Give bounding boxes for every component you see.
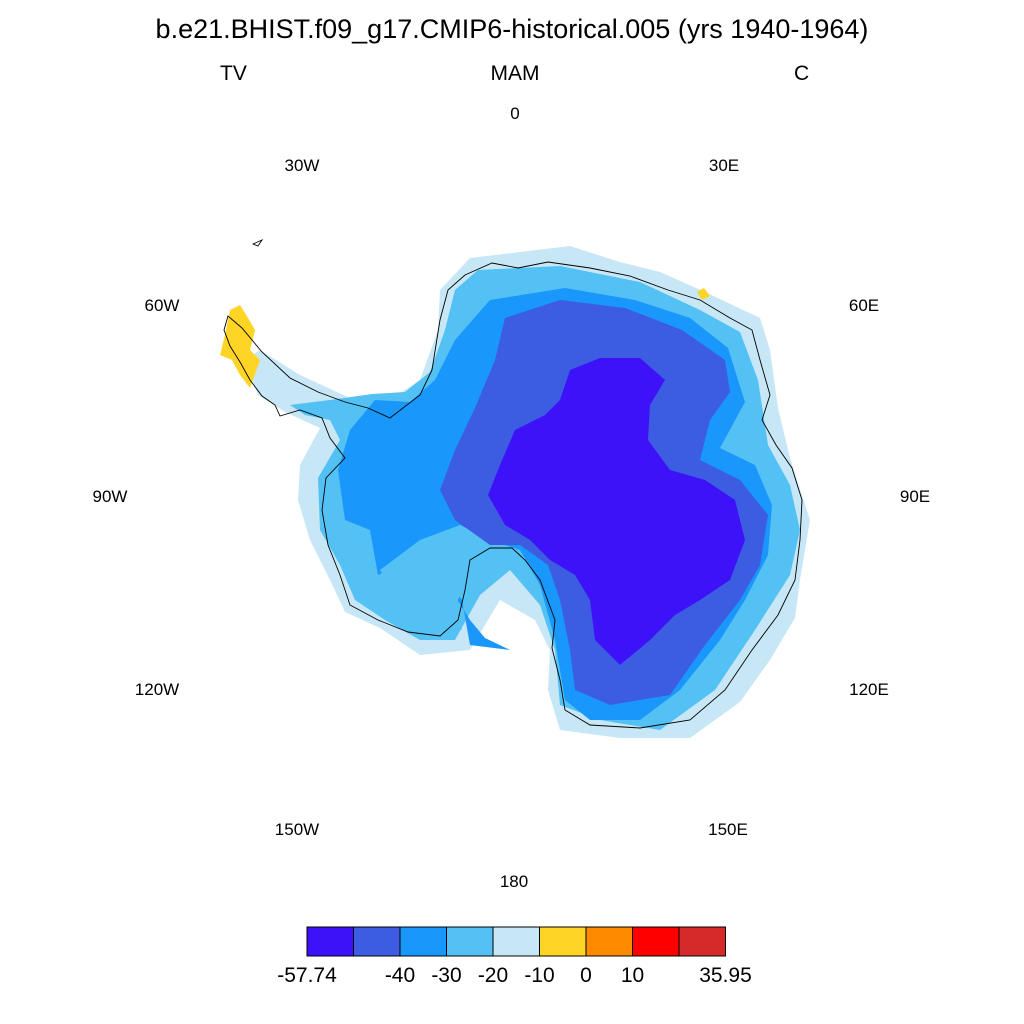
colorbar-label-6: 10 bbox=[621, 964, 644, 987]
lon-label-30e: 30E bbox=[708, 156, 740, 175]
lon-label-180: 180 bbox=[499, 872, 529, 891]
lon-label-120e: 120E bbox=[849, 680, 889, 699]
colorbar-label-2: -30 bbox=[431, 964, 461, 987]
colorbar-box-1 bbox=[353, 926, 401, 957]
units-label: C bbox=[794, 62, 810, 85]
lon-label-30w: 30W bbox=[284, 156, 320, 175]
colorbar-label-4: -10 bbox=[524, 964, 554, 987]
colorbar-box-2 bbox=[399, 926, 447, 957]
colorbar-box-4 bbox=[492, 926, 540, 957]
lon-label-60w: 60W bbox=[144, 296, 180, 315]
colorbar-box-5 bbox=[539, 926, 587, 957]
zone-ross-region bbox=[380, 525, 490, 630]
coastline bbox=[223, 261, 803, 729]
zone-peninsula-warm bbox=[220, 305, 260, 388]
lon-label-150e: 150E bbox=[708, 820, 748, 839]
lon-label-90w: 90W bbox=[92, 487, 128, 506]
lon-label-150w: 150W bbox=[274, 820, 320, 839]
colorbar-box-0 bbox=[306, 926, 354, 957]
colorbar-label-5: 0 bbox=[580, 964, 592, 987]
zone-warm-cell-east bbox=[697, 288, 710, 300]
plot-title: b.e21.BHIST.f09_g17.CMIP6-historical.005… bbox=[155, 14, 869, 44]
lon-label-120w: 120W bbox=[134, 680, 180, 699]
season-label: MAM bbox=[490, 62, 540, 85]
lon-label-60e: 60E bbox=[848, 296, 880, 315]
colorbar-box-8 bbox=[678, 926, 726, 957]
lon-label-90e: 90E bbox=[899, 487, 931, 506]
colorbar-label-7: 35.95 bbox=[699, 964, 752, 987]
variable-label: TV bbox=[220, 62, 247, 85]
coast-islet bbox=[251, 238, 264, 247]
colorbar-box-7 bbox=[632, 926, 680, 957]
lon-label-0: 0 bbox=[510, 104, 520, 123]
colorbar-box-6 bbox=[585, 926, 633, 957]
colorbar-label-3: -20 bbox=[478, 964, 508, 987]
colorbar-box-3 bbox=[446, 926, 494, 957]
colorbar-label-0: -57.74 bbox=[277, 964, 337, 987]
zone-plateau bbox=[488, 358, 745, 665]
colorbar-label-1: -40 bbox=[385, 964, 415, 987]
